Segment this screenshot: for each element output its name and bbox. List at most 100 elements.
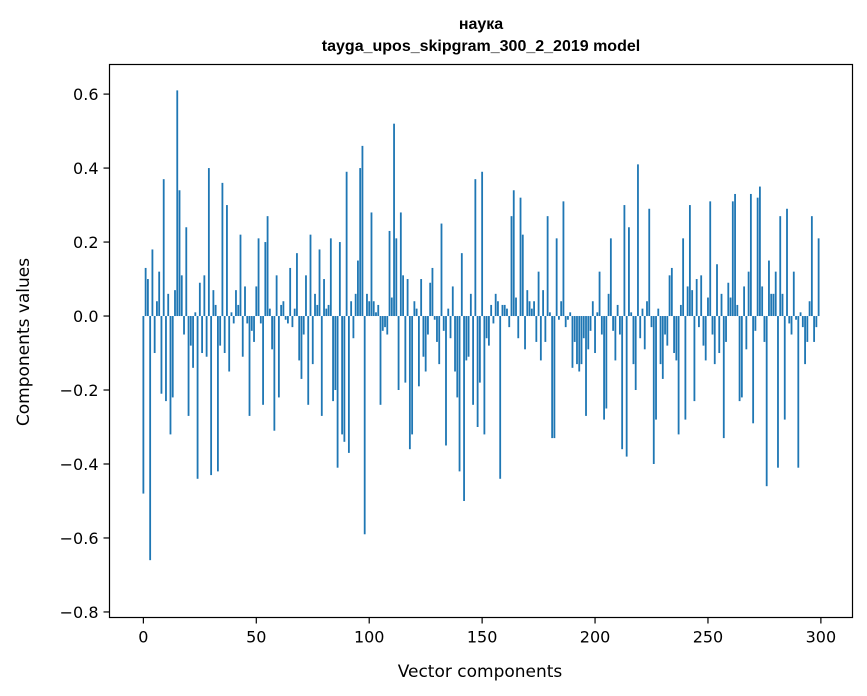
bar-54	[264, 242, 267, 317]
bar-101	[370, 212, 373, 317]
bar-68	[296, 253, 298, 317]
bar-50	[255, 286, 258, 317]
x-tick-label: 0	[138, 628, 148, 647]
bar-41	[235, 290, 237, 317]
bar-245	[695, 279, 698, 317]
bar-82	[327, 304, 330, 317]
bar-113	[397, 316, 400, 391]
bar-194	[580, 316, 583, 365]
bar-87	[338, 242, 341, 317]
bar-22	[192, 316, 194, 368]
bar-165	[515, 297, 517, 317]
bar-295	[808, 301, 811, 317]
bar-136	[449, 316, 452, 339]
bar-137	[451, 286, 454, 317]
bar-93	[352, 316, 355, 339]
bar-258	[725, 316, 727, 342]
bar-281	[777, 316, 779, 468]
bar-19	[185, 227, 188, 317]
bar-28	[205, 316, 208, 357]
bar-274	[761, 286, 764, 317]
y-tick-label: −0.6	[60, 529, 99, 548]
bar-215	[628, 227, 630, 317]
bar-185	[560, 301, 563, 317]
bar-92	[350, 301, 353, 317]
bar-279	[772, 293, 775, 317]
bar-264	[738, 316, 741, 402]
bar-255	[718, 316, 721, 354]
bar-265	[740, 316, 743, 398]
bar-138	[454, 316, 456, 372]
bar-189	[569, 312, 572, 317]
bar-70	[300, 316, 303, 379]
bar-283	[781, 293, 784, 317]
bar-248	[702, 316, 705, 346]
bar-36	[223, 316, 226, 354]
bar-108	[386, 316, 389, 335]
bar-214	[625, 316, 628, 457]
bar-series	[142, 90, 820, 561]
bar-243	[691, 290, 694, 317]
bar-9	[162, 179, 165, 317]
bar-8	[160, 316, 163, 394]
bar-46	[246, 316, 249, 324]
bar-57	[271, 316, 274, 350]
bar-211	[618, 316, 621, 335]
bar-69	[298, 316, 301, 361]
bar-174	[535, 316, 538, 342]
bar-246	[698, 316, 700, 328]
bar-97	[361, 145, 364, 317]
bar-133	[442, 316, 445, 331]
bar-199	[591, 301, 594, 317]
bar-2	[146, 279, 149, 317]
bar-212	[621, 316, 624, 450]
bar-91	[347, 316, 350, 453]
bar-109	[388, 230, 391, 317]
bar-278	[770, 293, 773, 317]
bar-60	[277, 316, 280, 398]
bar-76	[314, 293, 316, 317]
bar-18	[183, 316, 185, 335]
bar-157	[497, 301, 499, 317]
bar-158	[499, 316, 502, 479]
bar-221	[641, 308, 644, 317]
bar-32	[214, 304, 217, 317]
bar-134	[445, 316, 447, 446]
bar-180	[548, 312, 551, 317]
bar-6	[156, 301, 158, 317]
bar-86	[336, 316, 339, 468]
bar-222	[643, 316, 646, 350]
bar-233	[668, 275, 671, 317]
bar-270	[752, 316, 755, 424]
bar-250	[707, 297, 709, 317]
bar-216	[630, 312, 633, 317]
bar-115	[402, 275, 404, 317]
bar-128	[431, 267, 434, 317]
bar-42	[237, 304, 240, 317]
bar-119	[411, 316, 414, 435]
bar-94	[354, 293, 357, 317]
bar-257	[722, 316, 725, 439]
bar-83	[329, 238, 332, 317]
bar-266	[743, 286, 746, 317]
bar-209	[614, 316, 617, 361]
bar-277	[768, 260, 770, 317]
bar-24	[196, 316, 199, 479]
x-tick-label: 250	[693, 628, 724, 647]
bar-25	[198, 282, 201, 317]
bar-217	[632, 316, 635, 365]
bar-276	[765, 316, 768, 487]
bar-204	[603, 316, 605, 420]
bar-114	[399, 212, 402, 317]
bar-17	[180, 275, 183, 317]
bar-11	[167, 293, 170, 317]
bar-188	[567, 316, 569, 320]
bar-1	[144, 267, 147, 317]
bar-290	[797, 316, 800, 468]
bar-228	[657, 308, 660, 317]
bar-218	[634, 316, 637, 391]
bar-90	[345, 171, 348, 317]
y-axis-ticks: −0.8 −0.6 −0.4 −0.2 0.0 0.2 0.4 0.6	[60, 85, 110, 622]
bar-153	[488, 316, 490, 346]
bar-227	[655, 316, 657, 420]
